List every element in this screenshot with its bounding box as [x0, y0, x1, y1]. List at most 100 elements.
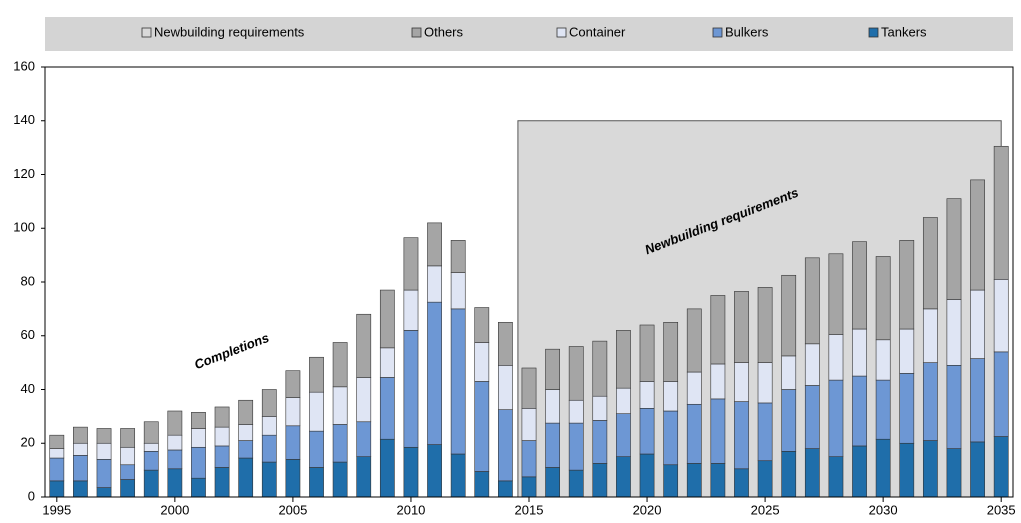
bar-segment	[946, 448, 962, 498]
bar-segment	[993, 145, 1009, 280]
bar-segment	[49, 434, 65, 449]
bar-segment	[781, 451, 797, 498]
bar-segment	[285, 459, 301, 498]
bar-segment	[663, 381, 679, 412]
bar-segment	[946, 299, 962, 366]
y-tick-label: 20	[21, 435, 35, 450]
bar-segment	[427, 444, 442, 498]
bar-segment	[616, 330, 631, 389]
bar-segment	[167, 434, 183, 451]
bar-segment	[498, 322, 513, 366]
bar-segment	[214, 467, 230, 498]
bar-segment	[757, 402, 773, 462]
bar-segment	[450, 272, 466, 310]
bar-segment	[238, 399, 254, 425]
legend-label: Others	[424, 24, 464, 39]
y-tick-label: 120	[13, 166, 35, 181]
bar-segment	[970, 289, 985, 359]
bar-segment	[450, 453, 466, 498]
bar-segment	[309, 391, 324, 432]
bar-segment	[568, 422, 584, 471]
bar-segment	[214, 445, 230, 468]
bar-segment	[214, 426, 230, 447]
bar-segment	[427, 301, 442, 445]
x-tick-label: 2025	[751, 502, 780, 517]
bar-segment	[875, 379, 891, 440]
bar-segment	[734, 468, 749, 498]
bar-segment	[238, 424, 254, 441]
bar-segment	[191, 428, 206, 448]
bar-segment	[332, 461, 348, 498]
bar-segment	[73, 480, 88, 498]
bar-segment	[49, 457, 65, 482]
bar-segment	[498, 480, 513, 498]
bar-segment	[356, 313, 372, 378]
bar-segment	[73, 455, 88, 482]
bar-segment	[970, 179, 985, 291]
bar-segment	[498, 409, 513, 482]
bar-segment	[545, 467, 560, 498]
bar-segment	[96, 428, 112, 444]
y-tick-label: 100	[13, 220, 35, 235]
bar-segment	[545, 422, 560, 468]
bar-segment	[592, 340, 608, 397]
bar-segment	[663, 322, 679, 382]
legend-label: Container	[569, 24, 626, 39]
bar-segment	[639, 381, 655, 409]
bar-segment	[993, 279, 1009, 353]
bar-segment	[734, 362, 749, 402]
bar-segment	[191, 412, 206, 429]
bar-segment	[899, 328, 915, 374]
bar-segment	[781, 355, 797, 390]
bar-segment	[757, 287, 773, 363]
bar-segment	[852, 375, 867, 447]
bar-segment	[804, 343, 820, 386]
legend-swatch	[411, 27, 422, 38]
bar-segment	[568, 346, 584, 401]
bar-segment	[852, 241, 867, 330]
bar-segment	[639, 324, 655, 382]
bar-segment	[875, 339, 891, 381]
bar-segment	[167, 410, 183, 436]
bar-segment	[899, 240, 915, 330]
x-tick-label: 2030	[869, 502, 898, 517]
legend-swatch	[141, 27, 152, 38]
bar-segment	[734, 401, 749, 470]
bar-segment	[616, 413, 631, 457]
bar-segment	[852, 445, 867, 498]
bar-segment	[899, 442, 915, 498]
bar-segment	[143, 451, 159, 471]
bar-segment	[403, 289, 419, 331]
bar-segment	[332, 386, 348, 425]
bar-segment	[521, 440, 537, 478]
bar-segment	[686, 403, 702, 464]
x-tick-label: 2020	[633, 502, 662, 517]
bar-segment	[120, 428, 136, 448]
bar-segment	[568, 399, 584, 424]
bar-segment	[710, 398, 726, 464]
bar-segment	[285, 370, 301, 398]
bar-segment	[285, 425, 301, 460]
bar-segment	[143, 421, 159, 444]
bar-segment	[781, 389, 797, 452]
bar-segment	[710, 463, 726, 498]
bar-segment	[922, 308, 938, 363]
bar-segment	[332, 342, 348, 388]
bar-segment	[710, 363, 726, 400]
annotation: Completions	[192, 330, 271, 372]
bar-segment	[663, 410, 679, 466]
bar-segment	[592, 420, 608, 464]
y-tick-label: 60	[21, 327, 35, 342]
bar-segment	[309, 356, 324, 393]
bar-segment	[592, 395, 608, 421]
bar-segment	[616, 387, 631, 414]
bar-segment	[970, 358, 985, 443]
bar-segment	[332, 424, 348, 463]
bar-segment	[946, 365, 962, 449]
bar-segment	[379, 289, 395, 349]
bar-segment	[781, 274, 797, 357]
bar-segment	[828, 334, 844, 381]
bar-segment	[545, 389, 560, 424]
legend-band	[45, 17, 1013, 51]
